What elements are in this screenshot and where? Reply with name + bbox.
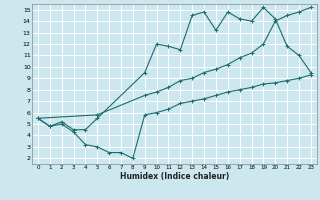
X-axis label: Humidex (Indice chaleur): Humidex (Indice chaleur) bbox=[120, 172, 229, 181]
